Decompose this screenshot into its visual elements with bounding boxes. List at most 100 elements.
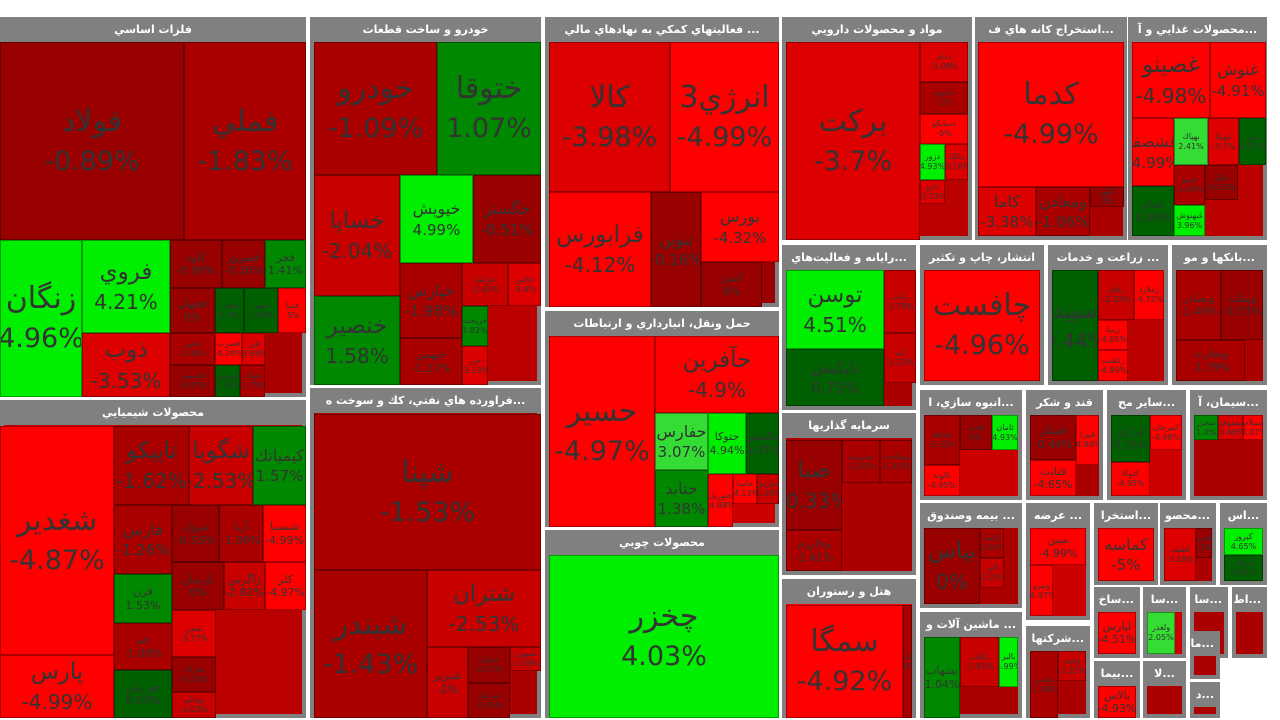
stock-tile[interactable]: فولاد -0.89% [0, 42, 184, 240]
stock-tile[interactable]: شسينا -4.99% [263, 505, 306, 562]
stock-tile[interactable]: خپويش 4.99% [400, 175, 473, 263]
stock-tile[interactable]: امين 0% [701, 262, 762, 307]
stock-tile[interactable]: دزور 4.93% [920, 144, 945, 180]
sector-title[interactable]: ...ساير مح [1117, 396, 1176, 409]
stock-tile[interactable]: بترول -0.55% [172, 505, 219, 562]
stock-tile[interactable]: كرفال 0.85% [1224, 555, 1263, 581]
stock-tile[interactable]: غشصفا-4.99% [1132, 118, 1174, 186]
stock-tile[interactable]: بورس -4.32% [701, 192, 779, 262]
stock-tile[interactable]: شبهرن -2.09% [510, 647, 541, 671]
stock-tile[interactable]: فنپنا -5% [278, 288, 306, 333]
stock-tile[interactable]: حاسا-4.13% [733, 474, 757, 504]
sector-title[interactable]: ...شركتها [1031, 632, 1084, 645]
stock-tile[interactable]: خزر -3.23% [462, 346, 488, 385]
stock-tile[interactable]: غنوش -4.91% [1210, 42, 1266, 118]
sector-title[interactable]: فلزات اساسي [114, 23, 192, 36]
sector-title[interactable]: ... بيمه وصندوق [927, 509, 1015, 522]
stock-tile[interactable]: شاراك -0.22% [172, 657, 216, 692]
sector-title[interactable]: ...اط [1233, 593, 1261, 606]
stock-tile[interactable]: فولاژ-1.75% [240, 365, 265, 397]
stock-tile[interactable]: شبندر -1.43% [314, 570, 427, 718]
sector-title[interactable]: ...ما [1190, 637, 1214, 650]
stock-tile[interactable]: جم پيلن 0.04% [114, 670, 172, 718]
sector-title[interactable]: ...فراورده هاي نفتي، كك و سوخت ه [325, 394, 526, 407]
stock-tile[interactable]: بپاس 0% [924, 528, 980, 604]
sector-title[interactable]: قند و شكر [1036, 396, 1093, 409]
stock-tile[interactable]: چخزر 4.03% [549, 555, 779, 718]
stock-tile[interactable]: سصوفي-3.46% [1218, 415, 1243, 440]
stock-tile[interactable]: غكل -0.52% [1205, 165, 1238, 200]
stock-tile[interactable]: پارسان 0% [172, 562, 224, 610]
stock-tile[interactable]: بالاس -4.93% [1098, 686, 1136, 718]
stock-tile[interactable]: حكشتي 0.07% [746, 413, 779, 474]
stock-tile[interactable]: خريخت 1.82% [462, 306, 488, 346]
sector-title[interactable]: ...سيمان، آ [1198, 396, 1259, 409]
stock-tile[interactable]: شرانل -0.55% [468, 683, 510, 718]
stock-tile[interactable]: شفن -3.77% [172, 610, 216, 657]
stock-tile[interactable]: كرازي 0.75% [1111, 415, 1150, 462]
stock-tile[interactable]: زملارد -4.72% [1134, 270, 1164, 320]
sector-title[interactable]: ... عرضه [1033, 509, 1083, 522]
stock-tile[interactable]: زفام -2.31% [1098, 270, 1134, 320]
stock-tile[interactable]: فروس 0.19% [215, 365, 240, 397]
sector-title[interactable]: ...محصولات غذايي و آ [1137, 23, 1258, 36]
stock-tile[interactable]: آپ -2.23% [884, 333, 916, 383]
stock-tile[interactable]: لپارس -4.51% [1098, 612, 1136, 654]
sector-title[interactable]: خودرو و ساخت قطعات [362, 23, 489, 36]
stock-tile[interactable]: لطيف -3.18% [1164, 528, 1196, 581]
stock-tile[interactable]: ومعادن -1.06% [1036, 187, 1090, 236]
stock-tile[interactable]: مبين -4.99% [1030, 528, 1086, 565]
stock-tile[interactable]: خودرو -1.09% [314, 42, 437, 175]
stock-tile[interactable]: حتوريل-4.88% [708, 474, 733, 527]
stock-tile[interactable]: شاوان -0.57% [468, 647, 510, 683]
stock-tile[interactable]: حسير -4.97% [549, 336, 655, 527]
stock-tile[interactable]: خاذين -3.4% [508, 263, 541, 306]
stock-tile[interactable]: حتوكا 4.94% [708, 413, 746, 474]
stock-tile[interactable]: ونيرو-4.97% [1030, 565, 1053, 616]
stock-tile[interactable]: لخزر-0.14% [1196, 528, 1212, 558]
stock-tile[interactable]: خبهمن -1.27% [400, 338, 462, 385]
stock-tile[interactable]: حتايد 1.38% [655, 470, 708, 527]
stock-tile[interactable]: قثابت -4.65% [1030, 460, 1076, 496]
sector-title[interactable]: ...ساخ [1098, 593, 1134, 606]
stock-tile[interactable]: خپارس -1.98% [400, 263, 462, 338]
sector-title[interactable]: ...سا [1194, 593, 1222, 606]
stock-tile[interactable]: فجهان 0% [170, 288, 215, 333]
stock-tile[interactable]: ددام -3.09% [920, 42, 968, 82]
stock-tile[interactable]: زاگرس -2.82% [224, 562, 265, 610]
stock-tile[interactable]: صبا -0.33% [786, 440, 842, 530]
stock-tile[interactable]: غويتا -3.7% [1208, 118, 1239, 165]
stock-tile[interactable]: گدا-1.85% [903, 605, 912, 718]
stock-tile[interactable]: انرژي3 -4.99% [670, 42, 779, 192]
stock-tile[interactable]: غدام 0.58% [1132, 186, 1174, 236]
stock-tile[interactable]: حفارس 3.07% [655, 413, 708, 470]
sector-title[interactable]: ... زراعت و خدمات [1056, 251, 1160, 264]
stock-tile[interactable]: فاهنر 0.5% [215, 288, 244, 333]
stock-tile[interactable]: فملي -1.83% [184, 42, 306, 240]
stock-tile[interactable]: كتوكا -4.95% [1111, 462, 1150, 496]
stock-tile[interactable]: خساپا -2.04% [314, 175, 400, 296]
stock-tile[interactable]: شگويا -2.53% [189, 426, 253, 505]
stock-tile[interactable]: حپارس-2.25% [757, 474, 779, 504]
stock-tile[interactable]: سيلام-4.07% [1243, 415, 1263, 440]
sector-title[interactable]: ...انبوه سازي، ا [928, 396, 1014, 409]
stock-tile[interactable]: شتران -2.53% [427, 570, 541, 647]
stock-tile[interactable]: تنوين -0.16% [651, 192, 701, 307]
stock-tile[interactable]: مديريت -1.35% [842, 440, 880, 483]
stock-tile[interactable]: غبهنوش 3.96% [1174, 205, 1205, 236]
stock-tile[interactable]: زكشت -4.99% [1098, 350, 1128, 381]
stock-tile[interactable]: وبصادر -1.49% [1176, 270, 1221, 340]
sector-title[interactable]: هتل و رستوران [806, 585, 892, 598]
stock-tile[interactable]: بكاب -2.91% [960, 637, 999, 687]
sector-title[interactable]: ...اس [1227, 509, 1260, 522]
sector-title[interactable]: ...سا [1150, 593, 1179, 606]
stock-tile[interactable]: وبملت -0.73% [1221, 270, 1263, 340]
stock-tile[interactable]: فارس -1.26% [114, 505, 172, 574]
sector-title[interactable]: ...محصو [1164, 509, 1210, 522]
stock-tile[interactable]: كماسه -5% [1098, 528, 1154, 581]
stock-tile[interactable]: شبريز -2% [427, 647, 468, 718]
stock-tile[interactable]: ذوب -3.53% [82, 333, 170, 397]
stock-tile[interactable]: فرابورس -4.12% [549, 192, 651, 307]
stock-tile[interactable]: آريا -1.99% [219, 505, 263, 562]
stock-tile[interactable]: كيمياتك 1.57% [253, 426, 306, 505]
